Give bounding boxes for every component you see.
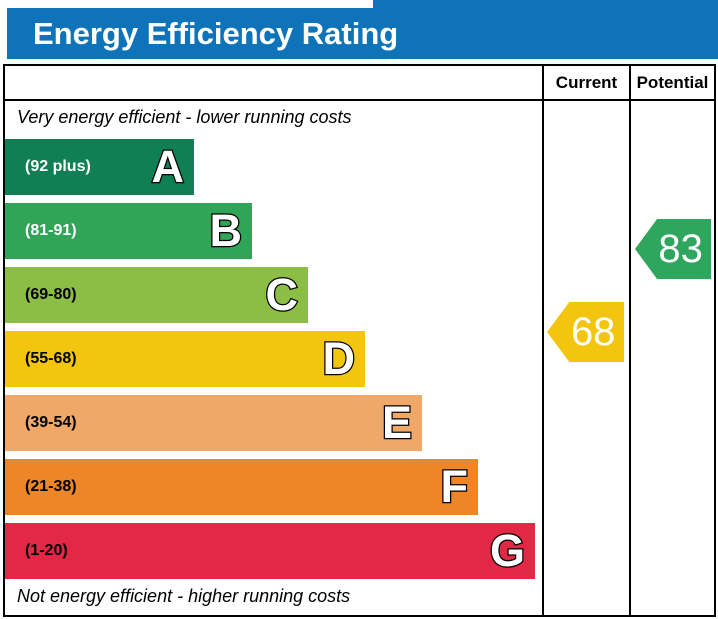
- title-bar: Energy Efficiency Rating: [7, 8, 718, 59]
- bottom-note: Not energy efficient - higher running co…: [17, 586, 351, 606]
- band-d-range: (55-68): [25, 350, 77, 367]
- band-e-range: (39-54): [25, 414, 77, 431]
- band-a-range: (92 plus): [25, 158, 91, 175]
- potential-rating-value: 83: [658, 226, 703, 271]
- band-b-letter: B: [208, 204, 243, 258]
- band-f-range: (21-38): [25, 478, 77, 495]
- band-c-range: (69-80): [25, 286, 77, 303]
- current-rating-value: 68: [570, 309, 616, 354]
- band-f: (21-38) F: [5, 459, 478, 515]
- potential-column-header: Potential: [636, 72, 709, 92]
- page-title: Energy Efficiency Rating: [33, 16, 399, 51]
- band-d-letter: D: [321, 332, 356, 386]
- header-separator-line: [3, 99, 716, 101]
- band-e-letter: E: [381, 396, 414, 450]
- band-f-letter: F: [439, 460, 469, 514]
- band-c-letter: C: [264, 268, 299, 322]
- potential-column-line: [629, 64, 631, 617]
- band-g-range: (1-20): [25, 542, 68, 559]
- current-column-line: [542, 64, 544, 617]
- current-column-header: Current: [555, 72, 618, 92]
- title-bar-bleed: [373, 0, 718, 9]
- band-g: (1-20) G: [5, 523, 535, 579]
- band-c: (69-80) C: [5, 267, 308, 323]
- band-b: (81-91) B: [5, 203, 252, 259]
- top-note: Very energy efficient - lower running co…: [17, 107, 352, 127]
- band-d: (55-68) D: [5, 331, 365, 387]
- band-e: (39-54) E: [5, 395, 422, 451]
- band-g-letter: G: [489, 524, 527, 578]
- band-b-range: (81-91): [25, 222, 77, 239]
- band-a-letter: A: [150, 140, 185, 194]
- band-a: (92 plus) A: [5, 139, 194, 195]
- chart-frame: [3, 64, 716, 617]
